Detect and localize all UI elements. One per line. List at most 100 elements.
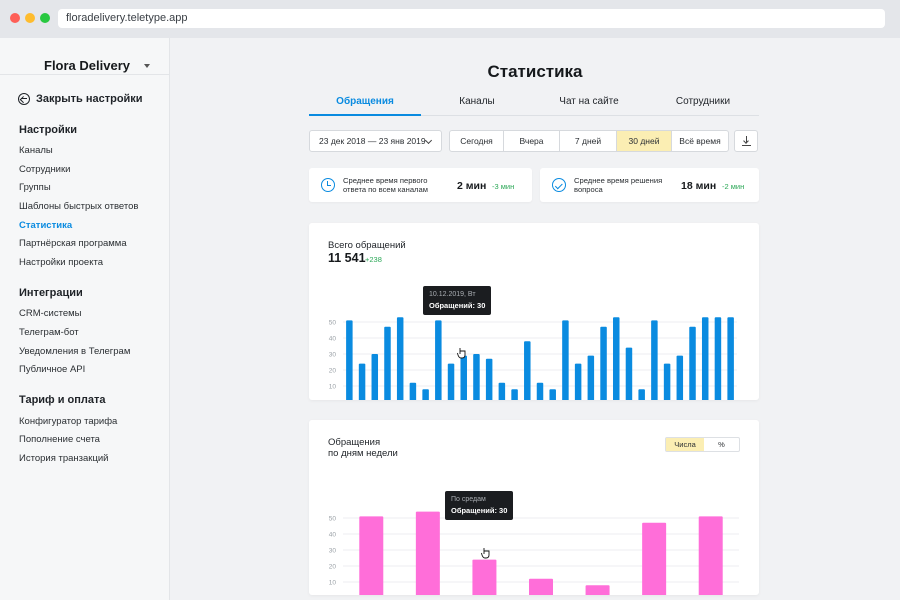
- nav-section-title: Настройки: [19, 124, 78, 136]
- caret-down-icon: [144, 64, 150, 68]
- sidebar-item-tariff-config[interactable]: Конфигуратор тарифа: [19, 416, 118, 427]
- sidebar-item-statistics[interactable]: Статистика: [19, 220, 73, 231]
- chart-bar[interactable]: [701, 317, 709, 400]
- chart-title-line2: по дням недели: [328, 448, 398, 459]
- tab-bar: Обращения Каналы Чат на сайте Сотрудники: [309, 94, 759, 116]
- download-icon: [745, 136, 747, 143]
- chart-bar[interactable]: [663, 363, 671, 400]
- minimize-window-dot[interactable]: [25, 13, 35, 23]
- sidebar-item-templates[interactable]: Шаблоны быстрых ответов: [19, 201, 139, 212]
- chart-bar[interactable]: [585, 585, 610, 595]
- tab-staff[interactable]: Сотрудники: [675, 96, 731, 107]
- y-tick-label: 40: [329, 335, 337, 342]
- tab-site-chat[interactable]: Чат на сайте: [559, 96, 619, 107]
- chart-bar[interactable]: [698, 516, 723, 595]
- chart-bar[interactable]: [524, 341, 531, 400]
- period-7-days-button[interactable]: 7 дней: [560, 131, 617, 151]
- chart-bar[interactable]: [651, 320, 658, 400]
- org-switcher[interactable]: Flora Delivery: [0, 48, 170, 84]
- chart-bar[interactable]: [536, 382, 544, 400]
- requests-chart-card: Всего обращений 11 541 +238 010203040500…: [309, 223, 759, 400]
- chart-bar[interactable]: [396, 317, 404, 400]
- download-icon-base: [742, 145, 751, 147]
- close-window-dot[interactable]: [10, 13, 20, 23]
- sidebar-item-project-settings[interactable]: Настройки проекта: [19, 257, 104, 268]
- hand-cursor-icon: [457, 348, 466, 359]
- address-bar[interactable]: floradelivery.teletype.app: [58, 9, 885, 28]
- chart-bar[interactable]: [529, 578, 553, 595]
- y-tick-label: 30: [329, 351, 337, 358]
- divider: [0, 74, 170, 75]
- toggle-percent[interactable]: %: [718, 440, 725, 449]
- y-tick-label: 20: [329, 367, 337, 374]
- chart-bar[interactable]: [415, 511, 440, 595]
- org-name: Flora Delivery: [44, 58, 130, 73]
- sidebar-item-channels[interactable]: Каналы: [19, 145, 53, 156]
- chart-bar[interactable]: [359, 516, 384, 595]
- stat-label: Среднее время решения вопроса: [574, 176, 663, 194]
- chart-bar[interactable]: [638, 389, 645, 400]
- chart-bar[interactable]: [485, 358, 493, 400]
- period-30-days-button[interactable]: 30 дней: [617, 131, 672, 151]
- y-tick-label: 10: [329, 383, 337, 390]
- chart-bar[interactable]: [511, 389, 518, 400]
- tab-requests[interactable]: Обращения: [336, 96, 394, 107]
- page-title: Статистика: [487, 62, 583, 81]
- y-tick-label: 50: [329, 319, 337, 326]
- total-requests-delta: +238: [365, 255, 382, 264]
- y-tick-label: 10: [329, 579, 337, 586]
- chart-bar[interactable]: [562, 320, 569, 400]
- period-today-button[interactable]: Сегодня: [450, 131, 504, 151]
- sidebar-item-crm[interactable]: CRM-системы: [19, 308, 82, 319]
- stat-card-first-response: Среднее время первого ответа по всем кан…: [309, 168, 532, 202]
- chart-bar[interactable]: [473, 354, 480, 400]
- chart-bar[interactable]: [714, 317, 722, 400]
- download-button[interactable]: [734, 130, 758, 152]
- chart-bar[interactable]: [727, 317, 734, 400]
- date-range-select[interactable]: 23 дек 2018 — 23 янв 2019: [309, 130, 442, 152]
- chart-bar[interactable]: [346, 320, 353, 400]
- chart-bar[interactable]: [676, 355, 684, 400]
- sidebar-item-telegram-bot[interactable]: Телеграм-бот: [19, 327, 79, 338]
- sidebar-item-public-api[interactable]: Публичное API: [19, 364, 86, 375]
- sidebar-item-groups[interactable]: Группы: [19, 182, 51, 193]
- chart-bar[interactable]: [600, 326, 607, 400]
- tooltip-value: Обращений: 30: [429, 301, 486, 310]
- sidebar-item-telegram-notifications[interactable]: Уведомления в Телеграм: [19, 346, 131, 357]
- stat-delta: -2 мин: [722, 182, 745, 191]
- chart-bar[interactable]: [587, 355, 595, 400]
- date-range-value: 23 дек 2018 — 23 янв 2019: [319, 136, 426, 146]
- check-circle-icon: [552, 178, 566, 192]
- active-tab-underline: [309, 114, 421, 116]
- tab-channels[interactable]: Каналы: [459, 96, 495, 107]
- chart-bar[interactable]: [689, 326, 696, 400]
- period-all-time-button[interactable]: Всё время: [679, 136, 721, 146]
- chart-bar[interactable]: [460, 355, 467, 400]
- chart-bar[interactable]: [498, 382, 506, 400]
- chart-bar[interactable]: [422, 389, 429, 400]
- chart-title-line1: Обращения: [328, 437, 381, 448]
- chart-bar[interactable]: [435, 320, 442, 400]
- chart-bar[interactable]: [472, 559, 497, 595]
- chart-bar[interactable]: [409, 382, 417, 400]
- weekday-bar-chart: 01020304050ПнВтСрЧтПтСбВс: [329, 511, 739, 595]
- chart-bar[interactable]: [642, 522, 667, 595]
- sidebar-item-partner[interactable]: Партнёрская программа: [19, 238, 127, 249]
- chart-bar[interactable]: [613, 317, 620, 400]
- sidebar-item-top-up[interactable]: Пополнение счета: [19, 434, 100, 445]
- chart-bar[interactable]: [358, 363, 366, 400]
- nav-section-title: Интеграции: [19, 287, 83, 299]
- chart-bar[interactable]: [625, 347, 633, 400]
- chart-bar[interactable]: [371, 354, 379, 400]
- chart-bar[interactable]: [447, 363, 455, 400]
- y-tick-label: 30: [329, 547, 337, 554]
- toggle-numbers[interactable]: Числа: [666, 438, 704, 451]
- period-yesterday-button[interactable]: Вчера: [504, 131, 560, 151]
- chart-bar[interactable]: [549, 389, 556, 400]
- maximize-window-dot[interactable]: [40, 13, 50, 23]
- chart-bar[interactable]: [384, 326, 391, 400]
- chart-bar[interactable]: [574, 363, 582, 400]
- main-content: Статистика Обращения Каналы Чат на сайте…: [170, 38, 900, 600]
- sidebar-item-staff[interactable]: Сотрудники: [19, 164, 71, 175]
- sidebar-item-transactions[interactable]: История транзакций: [19, 453, 109, 464]
